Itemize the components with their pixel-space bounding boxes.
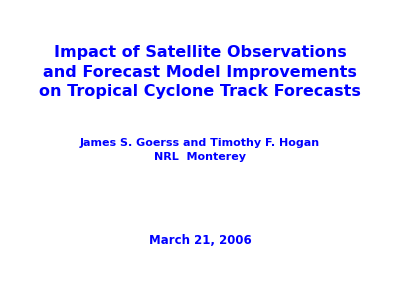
Text: March 21, 2006: March 21, 2006 (149, 233, 251, 247)
Text: James S. Goerss and Timothy F. Hogan
NRL  Monterey: James S. Goerss and Timothy F. Hogan NRL… (80, 138, 320, 162)
Text: Impact of Satellite Observations
and Forecast Model Improvements
on Tropical Cyc: Impact of Satellite Observations and For… (39, 45, 361, 99)
